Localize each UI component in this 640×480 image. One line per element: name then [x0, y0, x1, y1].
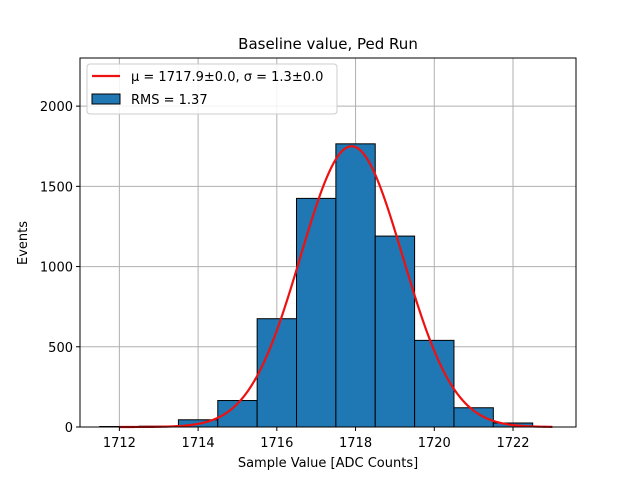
legend-box — [86, 63, 338, 115]
x-axis-ticks: 1712 1714 1716 1718 1720 1722 — [103, 427, 530, 451]
y-axis-ticks: 0 500 1000 1500 2000 — [40, 100, 80, 436]
x-tick-label: 1718 — [339, 436, 372, 451]
x-tick-label: 1714 — [182, 436, 215, 451]
x-axis-label: Sample Value [ADC Counts] — [238, 456, 418, 471]
histogram-bar — [374, 235, 416, 428]
y-tick-label: 2000 — [40, 100, 73, 115]
x-tick-label: 1722 — [496, 436, 529, 451]
histogram-bar — [335, 143, 376, 428]
y-tick-label: 500 — [48, 341, 73, 356]
plot-frame — [79, 57, 577, 428]
legend: μ = 1717.9±0.0, σ = 1.3±0.0 RMS = 1.37 — [86, 63, 338, 115]
histogram-bar — [256, 318, 298, 428]
y-tick-label: 1000 — [40, 261, 73, 276]
y-axis-label: Events — [16, 221, 31, 265]
x-tick-label: 1712 — [103, 436, 136, 451]
chart-title: Baseline value, Ped Run — [238, 35, 418, 53]
gaussian-fit-curve — [119, 145, 553, 429]
legend-rms-label: RMS = 1.37 — [131, 93, 208, 108]
y-tick-label: 1500 — [40, 180, 73, 195]
y-tick-label: 0 — [65, 421, 73, 436]
legend-fit-label: μ = 1717.9±0.0, σ = 1.3±0.0 — [131, 70, 323, 85]
x-tick-label: 1720 — [418, 436, 451, 451]
legend-rms-swatch — [91, 93, 121, 105]
x-tick-label: 1716 — [260, 436, 293, 451]
histogram-bars — [99, 143, 534, 428]
histogram-bar — [296, 197, 337, 428]
